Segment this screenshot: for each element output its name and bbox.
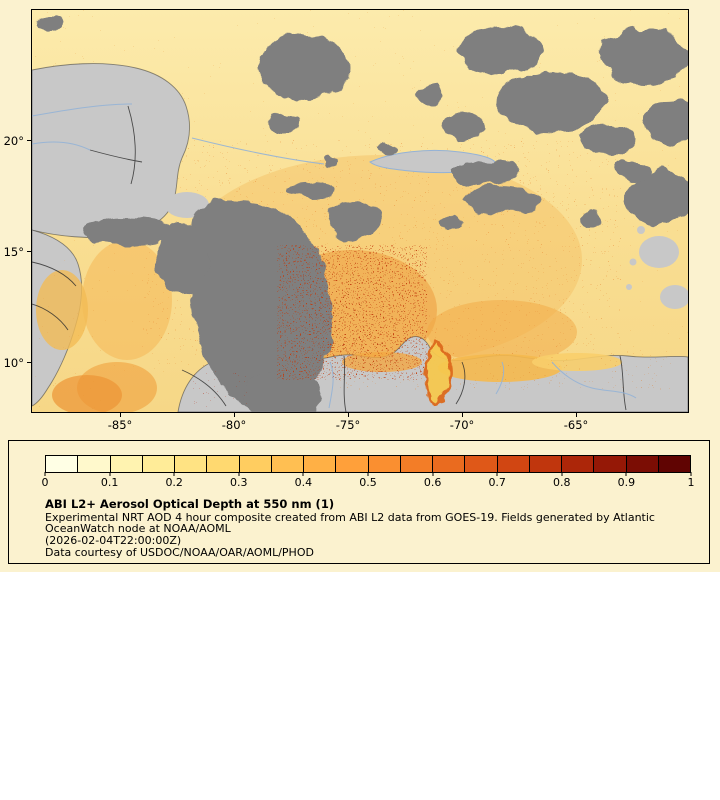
colorbar-tick (302, 472, 304, 476)
x-axis-tick (348, 413, 349, 417)
border-lines (32, 105, 627, 412)
colorbar-cell (497, 456, 530, 472)
legend-title: ABI L2+ Aerosol Optical Depth at 550 nm … (45, 497, 335, 511)
colorbar-cell (594, 456, 627, 472)
x-axis-tick (234, 413, 235, 417)
colorbar-cell (271, 456, 304, 472)
colorbar-cell (207, 456, 240, 472)
land-antilles-1 (637, 226, 645, 234)
colorbar-tick (432, 472, 434, 476)
colorbar-cell (110, 456, 143, 472)
land-island-east-1 (639, 236, 679, 268)
x-axis: -85° -80° -75° -70° -65° (31, 413, 689, 437)
colorbar-cell (46, 456, 79, 472)
y-axis-label: 15° (3, 245, 24, 259)
colorbar-tick-label: 0.1 (100, 476, 119, 489)
colorbar-cell (239, 456, 272, 472)
y-axis-tick (27, 251, 31, 252)
colorbar-cell (433, 456, 466, 472)
x-axis-label: -75° (335, 418, 361, 432)
page-whitespace (0, 572, 720, 800)
x-axis-tick (576, 413, 577, 417)
y-axis-label: 20° (3, 134, 24, 148)
colorbar-tick-label: 0.8 (553, 476, 571, 489)
colorbar-tick (690, 472, 692, 476)
colorbar-cell (304, 456, 337, 472)
legend-box: 0 0.1 0.2 0.3 0.4 0.5 0.6 0.7 0.8 0.9 1 ABI L2+ Ae… (8, 440, 710, 564)
maracaibo-aerosol-plume (423, 339, 452, 406)
x-axis-label: -85° (107, 418, 133, 432)
colorbar-tick-label: 0.3 (230, 476, 248, 489)
legend-description-line-1: Experimental NRT AOD 4 hour composite cr… (45, 511, 655, 524)
y-axis-tick (27, 362, 31, 363)
colorbar-cell (529, 456, 562, 472)
colorbar-tick (238, 472, 240, 476)
y-axis-tick (27, 140, 31, 141)
colorbar-tick-label: 0.4 (294, 476, 313, 489)
colorbar-cell (175, 456, 208, 472)
x-axis-label: -70° (449, 418, 475, 432)
y-axis-label: 10° (3, 356, 24, 370)
colorbar-tick-label: 0.5 (359, 476, 377, 489)
map-canvas (31, 9, 689, 413)
colorbar-cell (562, 456, 595, 472)
legend-courtesy: Data courtesy of USDOC/NOAA/OAR/AOML/PHO… (45, 546, 314, 559)
colorbar-tick-label: 1 (687, 476, 695, 489)
colorbar-tick (367, 472, 369, 476)
colorbar-cell (142, 456, 175, 472)
colorbar-cell (78, 456, 111, 472)
x-axis-label: -80° (221, 418, 247, 432)
x-axis-label: -65° (563, 418, 589, 432)
colorbar-tick-label: 0.6 (423, 476, 442, 489)
colorbar-cell (400, 456, 433, 472)
colorbar-tick (625, 472, 627, 476)
land-yucatan-central-america (32, 63, 190, 239)
colorbar-tick (173, 472, 175, 476)
colorbar-tick-label: 0.7 (488, 476, 506, 489)
x-axis-tick (462, 413, 463, 417)
colorbar-ticks: 0 0.1 0.2 0.3 0.4 0.5 0.6 0.7 0.8 0.9 1 (41, 472, 695, 492)
land-antilles-3 (626, 284, 632, 290)
dense-aod-hotspot (192, 245, 427, 410)
colorbar-tick (44, 472, 46, 476)
colorbar-tick-label: 0.9 (617, 476, 636, 489)
colorbar-tick-label: 0.2 (165, 476, 183, 489)
colorbar-tick (561, 472, 563, 476)
aod-figure: 20° 15° 10° -85° -80° -75° -70° -65° 0 0.1 0.2 0.… (0, 0, 720, 572)
land-antilles-2 (629, 258, 637, 266)
legend-description-line-2: OceanWatch node at NOAA/AOML (45, 522, 231, 535)
colorbar-tick-label: 0 (41, 476, 49, 489)
colorbar-tick (109, 472, 111, 476)
land-island-east-2 (660, 285, 688, 309)
colorbar-tick (496, 472, 498, 476)
colorbar-cell (465, 456, 498, 472)
river-coast-lines (32, 103, 637, 409)
y-axis: 20° 15° 10° (0, 9, 31, 413)
colorbar-cell (336, 456, 369, 472)
colorbar-cell (368, 456, 401, 472)
legend-timestamp: (2026-02-04T22:00:00Z) (45, 534, 182, 547)
colorbar-cell (658, 456, 690, 472)
colorbar (45, 455, 691, 473)
x-axis-tick (120, 413, 121, 417)
colorbar-cell (626, 456, 659, 472)
